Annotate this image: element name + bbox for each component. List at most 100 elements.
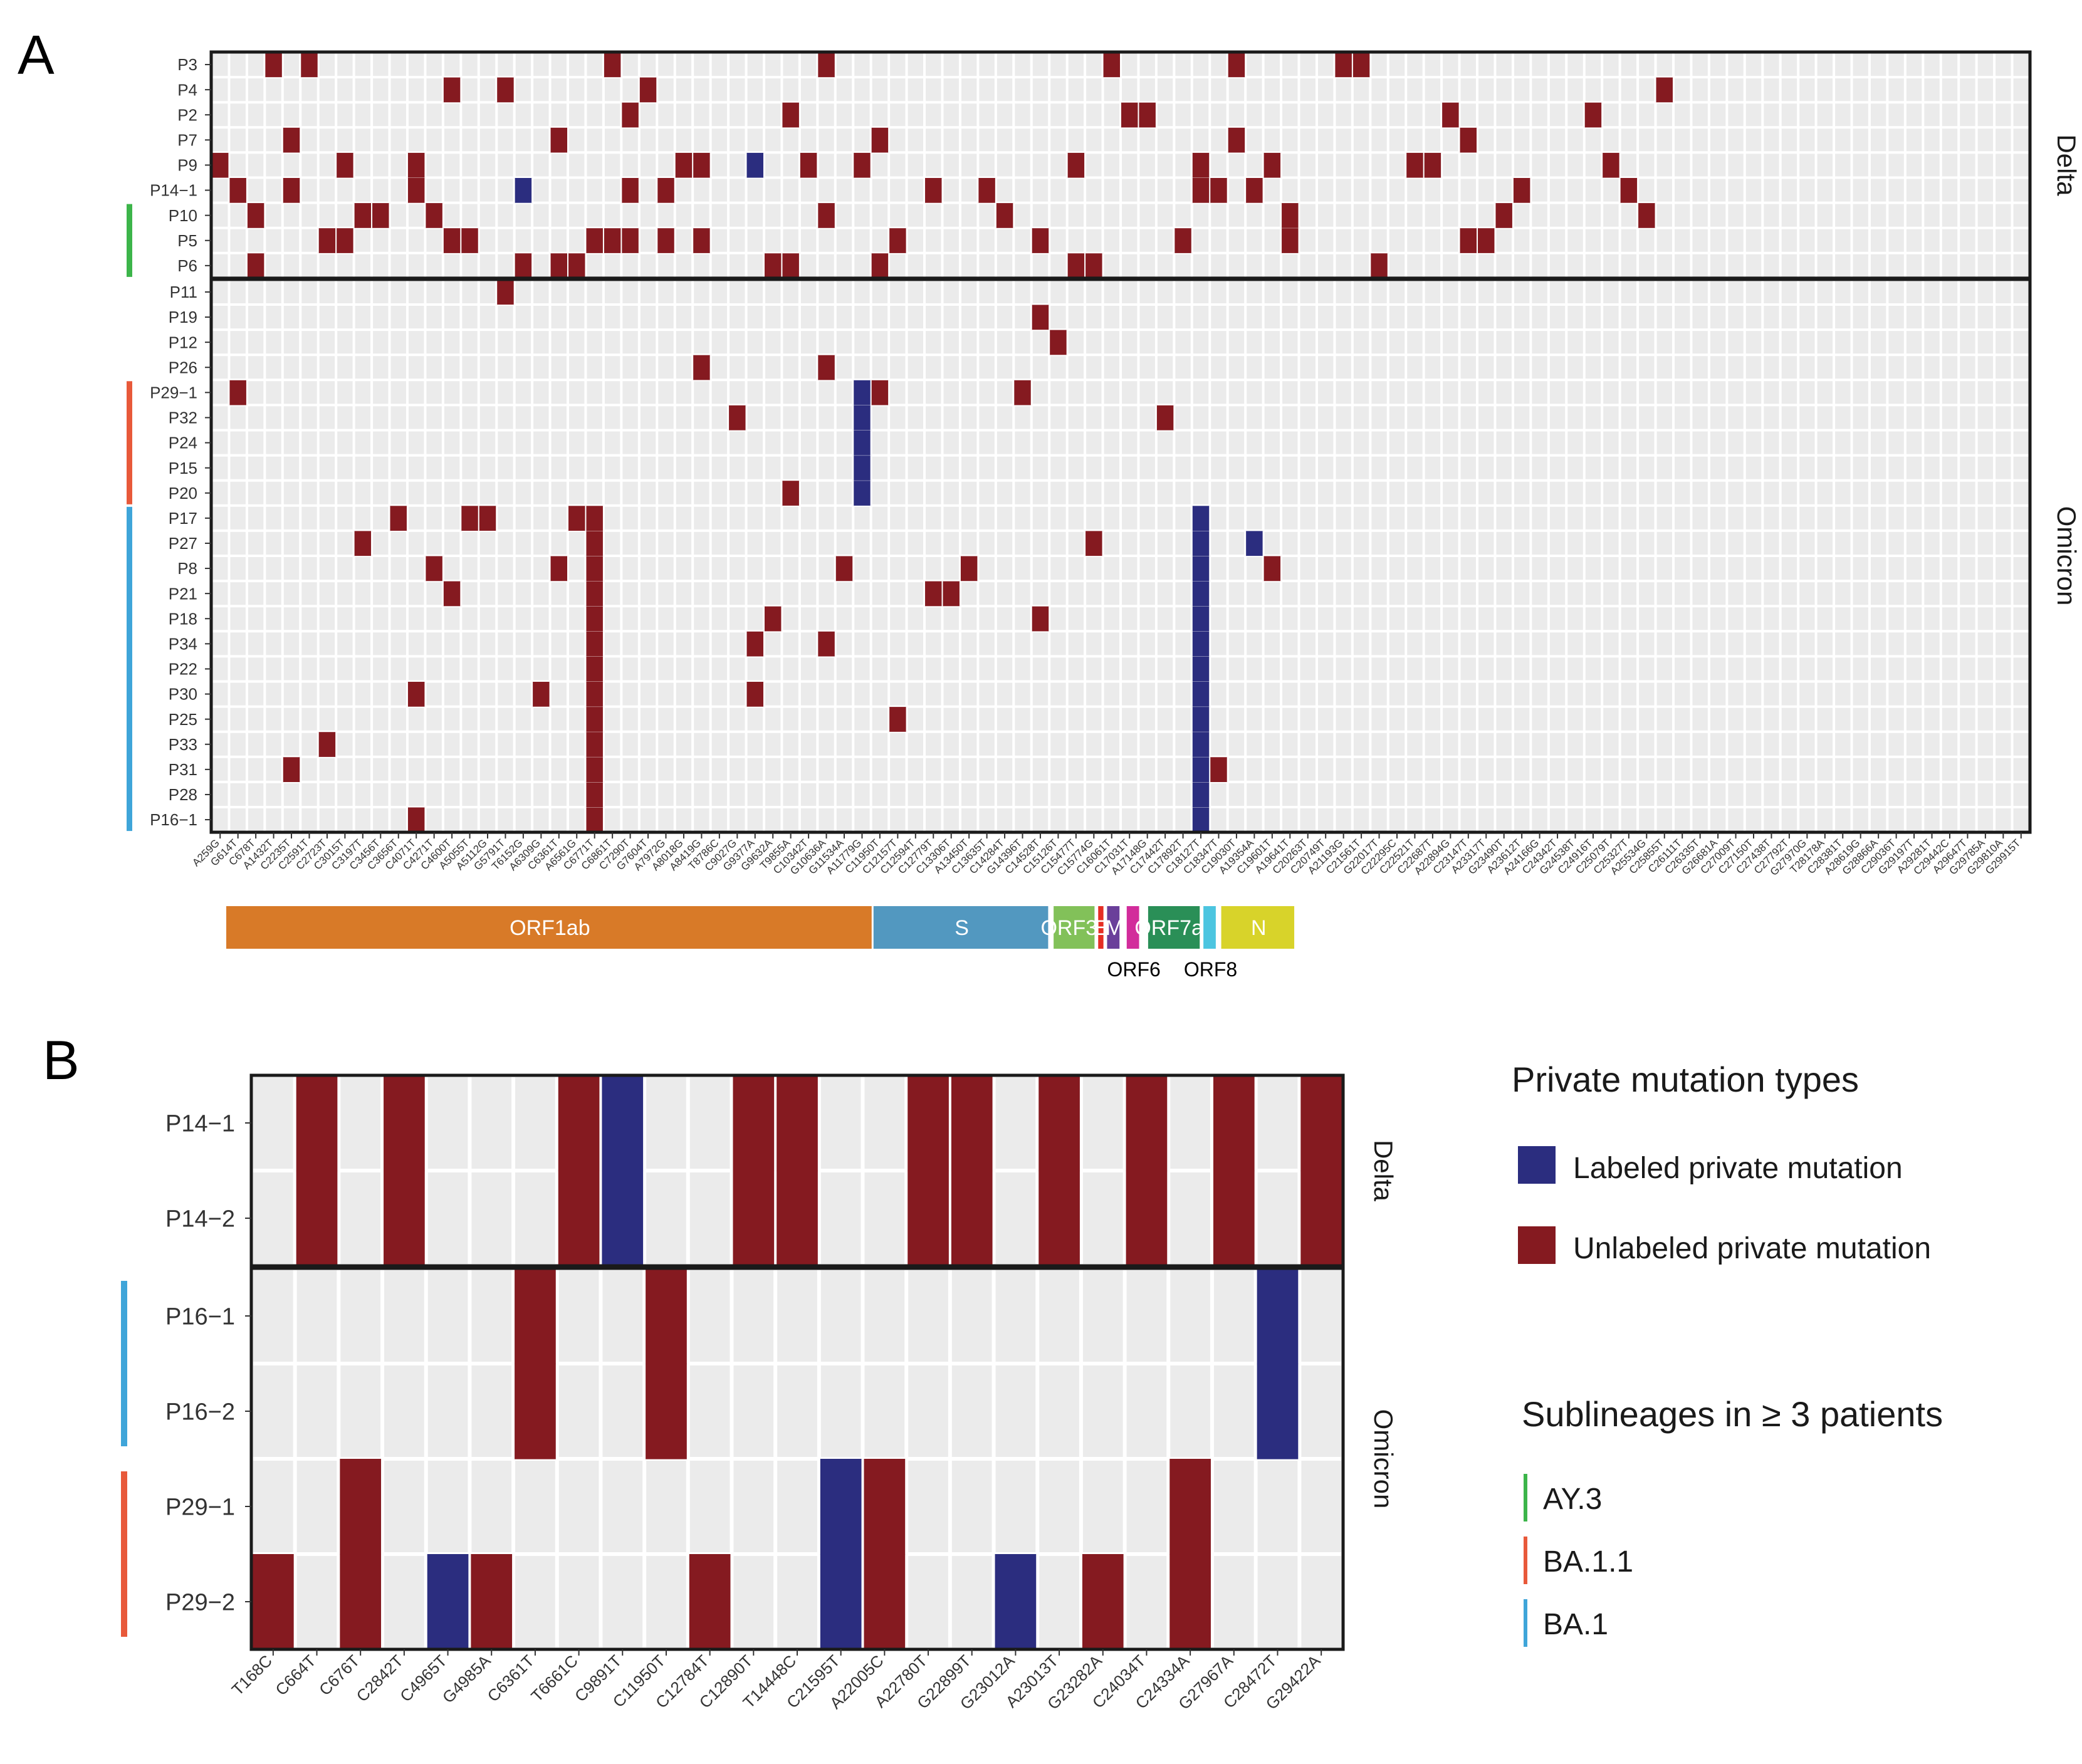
mutation-cell-p14-2-t6661c [558, 1171, 600, 1266]
mutation-cell-p4-g5791t [497, 77, 514, 103]
mutation-cell-p21-c13306t [943, 581, 960, 607]
mutation-cell-p19-c14528t [1032, 305, 1049, 330]
gene-label-s: S [955, 916, 969, 940]
mutation-cell-p14-1-a23612t [1513, 178, 1530, 203]
gene-label-m: M [1106, 916, 1123, 940]
mutation-cell-p31-c6771t [586, 757, 603, 782]
mutation-cell-p8-c18127t [1192, 556, 1210, 582]
mutation-cell-p8-c6771t [586, 556, 603, 582]
mutation-cell-p5-c4600t [443, 228, 461, 253]
mutation-cell-p14-1-c13635t [978, 178, 995, 203]
panel-letter-a: A [18, 24, 55, 86]
mutation-cell-p26-a8419g [693, 355, 710, 380]
mutation-cell-p18-g9632a [764, 606, 782, 632]
mutation-cell-p14-1-c9891t [602, 1075, 644, 1171]
row-label-p24: P24 [169, 434, 197, 452]
mutation-cell-p14-1-g29422a [1300, 1075, 1342, 1171]
mutation-cell-p4-c4600t [443, 77, 461, 103]
mutation-cell-p7-c11950t [871, 127, 889, 153]
mutation-cell-p14-1-c2235t [283, 178, 300, 203]
mutation-cell-p14-1-a22780t [908, 1075, 949, 1171]
mutation-cell-p29-2-g23012a [995, 1554, 1037, 1650]
mutation-cell-p31-c18127t [1192, 757, 1210, 782]
mutation-cell-p29-2-g4985a [471, 1554, 513, 1650]
mutation-cell-p30-c6771t [586, 682, 603, 707]
facet-label-delta: Delta [2052, 134, 2081, 196]
mutation-cell-p7-c23147t [1460, 127, 1477, 153]
mutation-cell-p5-c14528t [1032, 228, 1049, 253]
gene-label-orf8: ORF8 [1184, 958, 1237, 981]
mutation-cell-p27-a19354a [1246, 531, 1263, 556]
mutation-cell-p21-c4600t [443, 581, 461, 607]
mutation-cell-p5-c2723t [318, 228, 336, 253]
col-label-c664t: C664T [271, 1651, 319, 1699]
gene-label-orf7ab: ORF7ab [1134, 916, 1215, 940]
mutation-cell-p14-1-c12890t [733, 1075, 775, 1171]
mutation-cell-p3-c6861t [604, 52, 621, 78]
mutation-cell-p25-c6771t [586, 707, 603, 732]
gene-label-n: N [1251, 916, 1267, 940]
facet-border [249, 1073, 1345, 1268]
mutation-cell-p27-c3197t [354, 531, 372, 556]
mutation-cell-p3-g10636a [818, 52, 835, 78]
mutation-cell-p32-c17442t [1156, 405, 1174, 431]
mutation-cell-p7-c19030t [1228, 127, 1245, 153]
mutation-cell-p30-g9377a [746, 682, 763, 707]
panel-b-heatmap: Delta P14−1 P14−2 Omicron P16−1 P16−2 P29−1 P29… [121, 1073, 1398, 1713]
mutation-cell-p3-c19030t [1228, 52, 1245, 78]
row-label-p20: P20 [169, 484, 197, 503]
mutation-cell-p4-c25855t [1656, 77, 1673, 103]
sublineage-bar-ay-3 [127, 204, 132, 277]
gene-block-orf3a [1054, 906, 1095, 949]
row-label-p28: P28 [169, 785, 197, 804]
mutation-cell-p18-c6771t [586, 606, 603, 632]
mutation-cell-p6-a6561g [568, 253, 585, 278]
mutation-cell-p34-g10636a [818, 631, 835, 657]
mutation-cell-p21-c18127t [1192, 581, 1210, 607]
mutation-cell-p29-2-c24334a [1169, 1554, 1211, 1650]
mutation-cell-p27-c18127t [1192, 531, 1210, 556]
mutation-cell-p5-a19641t [1282, 228, 1299, 253]
mutation-cell-p16-1-c11950t [646, 1268, 687, 1364]
mutation-cell-p34-c18127t [1192, 631, 1210, 657]
mutation-cell-p6-t9855a [782, 253, 799, 278]
mutation-cell-p14-2-a23013t [1038, 1171, 1080, 1266]
mutation-cell-p2-t9855a [782, 102, 799, 128]
row-label-p9: P9 [177, 156, 197, 175]
row-label-p17: P17 [169, 509, 197, 528]
mutation-cell-p25-c12157t [889, 707, 906, 732]
mutation-cell-p9-c22687t [1424, 152, 1441, 178]
mutation-cell-p29-2-c4965t [427, 1554, 469, 1650]
mutation-cell-p10-a19641t [1282, 203, 1299, 228]
mutation-cell-p14-2-g22899t [951, 1171, 993, 1266]
row-label-p12: P12 [169, 333, 197, 352]
mutation-cell-p14-2-c12890t [733, 1171, 775, 1266]
mutation-cell-p6-g9632a [764, 253, 782, 278]
mutation-cell-p4-g7604t [639, 77, 657, 103]
mutation-cell-p17-a5112g [479, 506, 496, 531]
mutation-cell-p16-1-c28472t [1257, 1268, 1299, 1364]
mutation-cell-p3-c21561t [1352, 52, 1370, 78]
mutation-cell-p29-2-c676t [340, 1554, 382, 1650]
legend-labeled-swatch [1518, 1146, 1556, 1184]
mutation-cell-p17-c6771t [586, 506, 603, 531]
mutation-cell-p2-c17031t [1121, 102, 1138, 128]
mutation-cell-p16-1-c6771t [586, 807, 603, 833]
mutation-cell-p2-c24916t [1584, 102, 1602, 128]
gene-label-orf1ab: ORF1ab [510, 916, 590, 940]
legend-ba11-bar [1524, 1537, 1527, 1584]
mutation-cell-p8-a13450t [960, 556, 978, 582]
mutation-cell-p14-1-g27967a [1213, 1075, 1255, 1171]
mutation-cell-p34-g9377a [746, 631, 763, 657]
row-label-p31: P31 [169, 760, 197, 779]
gene-block-orf6 [1126, 906, 1139, 949]
mutation-cell-p16-1-c18127t [1192, 807, 1210, 833]
row-label-p29-2: P29−2 [165, 1589, 235, 1615]
mutation-cell-p2-a22894g [1442, 102, 1459, 128]
mutation-cell-p6-c15477t [1067, 253, 1085, 278]
col-label-t168c: T168C [228, 1651, 276, 1699]
row-label-p26: P26 [169, 358, 197, 377]
mutation-cell-p17-c18127t [1192, 506, 1210, 531]
mutation-cell-p14-1-a7972g [657, 178, 674, 203]
legend-unlabeled-swatch [1518, 1226, 1556, 1264]
